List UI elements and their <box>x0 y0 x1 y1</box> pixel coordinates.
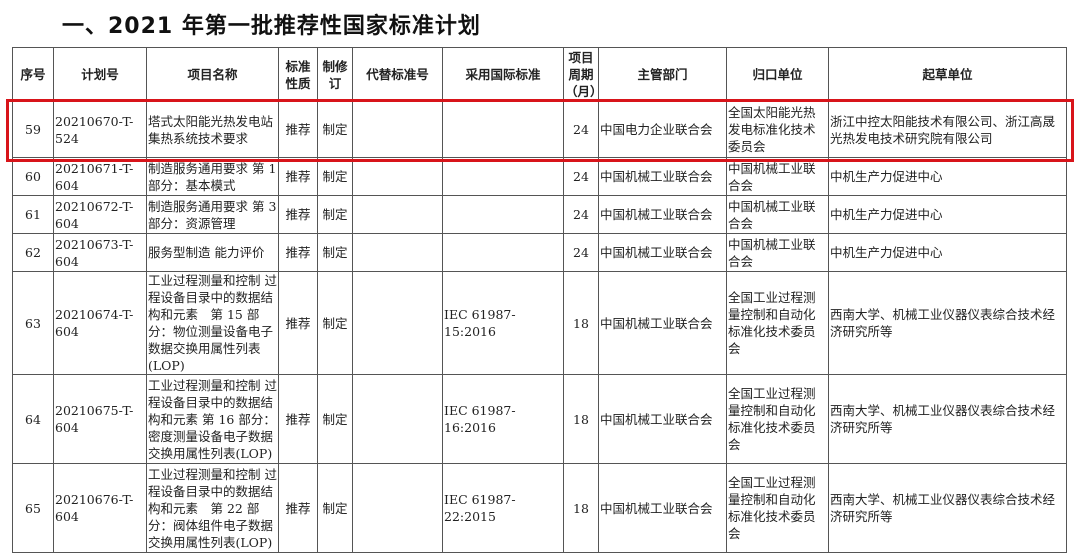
cell-no: 62 <box>12 233 54 272</box>
cell-type: 制定 <box>317 233 353 272</box>
table-row: 59 20210670-T-524 塔式太阳能光热发电站集热系统技术要求 推荐 制定 24… <box>12 101 1067 158</box>
cell-period: 24 <box>563 157 599 196</box>
cell-name: 工业过程测量和控制 过程设备目录中的数据结构和元素 第 16 部分：密度测量设备… <box>146 374 279 464</box>
cell-type: 制定 <box>317 157 353 196</box>
cell-period: 24 <box>563 233 599 272</box>
cell-tc: 全国工业过程测量控制和自动化标准化技术委员会 <box>726 463 829 553</box>
column-header: 起草单位 <box>828 47 1067 102</box>
column-header: 代替标准号 <box>352 47 443 102</box>
cell-drafter: 浙江中控太阳能技术有限公司、浙江高晟光热发电技术研究院有限公司 <box>828 101 1067 158</box>
column-header: 计划号 <box>53 47 147 102</box>
standards-plan-table: 序号计划号项目名称标准性质制修订代替标准号采用国际标准项目周期（月）主管部门归口… <box>12 47 1067 553</box>
table-row: 64 20210675-T-604 工业过程测量和控制 过程设备目录中的数据结构和元… <box>12 374 1067 464</box>
cell-no: 59 <box>12 101 54 158</box>
cell-name: 服务型制造 能力评价 <box>146 233 279 272</box>
column-header: 采用国际标准 <box>442 47 564 102</box>
cell-tc: 全国太阳能光热发电标准化技术委员会 <box>726 101 829 158</box>
column-header: 标准性质 <box>278 47 318 102</box>
cell-period: 18 <box>563 271 599 375</box>
cell-name: 工业过程测量和控制 过程设备目录中的数据结构和元素 第 15 部分：物位测量设备… <box>146 271 279 375</box>
cell-tc: 中国机械工业联合会 <box>726 195 829 234</box>
cell-dept: 中国电力企业联合会 <box>598 101 727 158</box>
cell-drafter: 西南大学、机械工业仪器仪表综合技术经济研究所等 <box>828 463 1067 553</box>
cell-intl <box>442 157 564 196</box>
cell-type: 制定 <box>317 195 353 234</box>
cell-replace <box>352 101 443 158</box>
cell-type: 制定 <box>317 101 353 158</box>
cell-type: 制定 <box>317 374 353 464</box>
cell-plan: 20210671-T-604 <box>53 157 147 196</box>
cell-replace <box>352 233 443 272</box>
cell-no: 65 <box>12 463 54 553</box>
cell-no: 61 <box>12 195 54 234</box>
cell-period: 18 <box>563 374 599 464</box>
cell-drafter: 中机生产力促进中心 <box>828 233 1067 272</box>
cell-plan: 20210670-T-524 <box>53 101 147 158</box>
cell-period: 24 <box>563 101 599 158</box>
cell-plan: 20210675-T-604 <box>53 374 147 464</box>
page-title: 一、2021 年第一批推荐性国家标准计划 <box>62 14 481 39</box>
cell-nature: 推荐 <box>278 233 318 272</box>
table-row: 62 20210673-T-604 服务型制造 能力评价 推荐 制定 24 中国机械工业联合… <box>12 233 1067 272</box>
cell-dept: 中国机械工业联合会 <box>598 374 727 464</box>
cell-drafter: 西南大学、机械工业仪器仪表综合技术经济研究所等 <box>828 374 1067 464</box>
cell-plan: 20210676-T-604 <box>53 463 147 553</box>
cell-nature: 推荐 <box>278 157 318 196</box>
table-row: 61 20210672-T-604 制造服务通用要求 第 3 部分：资源管理 推荐 制定… <box>12 195 1067 234</box>
cell-nature: 推荐 <box>278 195 318 234</box>
cell-replace <box>352 463 443 553</box>
cell-period: 18 <box>563 463 599 553</box>
cell-tc: 中国机械工业联合会 <box>726 157 829 196</box>
cell-plan: 20210672-T-604 <box>53 195 147 234</box>
cell-name: 塔式太阳能光热发电站集热系统技术要求 <box>146 101 279 158</box>
cell-no: 64 <box>12 374 54 464</box>
cell-name: 制造服务通用要求 第 3 部分：资源管理 <box>146 195 279 234</box>
cell-type: 制定 <box>317 271 353 375</box>
cell-no: 63 <box>12 271 54 375</box>
table-row: 63 20210674-T-604 工业过程测量和控制 过程设备目录中的数据结构和元… <box>12 271 1067 375</box>
cell-tc: 中国机械工业联合会 <box>726 233 829 272</box>
cell-dept: 中国机械工业联合会 <box>598 157 727 196</box>
cell-intl: IEC 61987-16:2016 <box>442 374 564 464</box>
cell-intl <box>442 233 564 272</box>
cell-intl: IEC 61987-15:2016 <box>442 271 564 375</box>
table-row: 60 20210671-T-604 制造服务通用要求 第 1 部分：基本模式 推荐 制定… <box>12 157 1067 196</box>
table-header-row: 序号计划号项目名称标准性质制修订代替标准号采用国际标准项目周期（月）主管部门归口… <box>12 47 1067 102</box>
cell-replace <box>352 157 443 196</box>
cell-tc: 全国工业过程测量控制和自动化标准化技术委员会 <box>726 271 829 375</box>
cell-replace <box>352 374 443 464</box>
cell-type: 制定 <box>317 463 353 553</box>
cell-replace <box>352 271 443 375</box>
cell-nature: 推荐 <box>278 271 318 375</box>
cell-dept: 中国机械工业联合会 <box>598 271 727 375</box>
cell-drafter: 中机生产力促进中心 <box>828 157 1067 196</box>
cell-intl <box>442 101 564 158</box>
cell-name: 工业过程测量和控制 过程设备目录中的数据结构和元素 第 22 部分：阀体组件电子… <box>146 463 279 553</box>
column-header: 归口单位 <box>726 47 829 102</box>
cell-plan: 20210674-T-604 <box>53 271 147 375</box>
cell-no: 60 <box>12 157 54 196</box>
cell-replace <box>352 195 443 234</box>
cell-dept: 中国机械工业联合会 <box>598 195 727 234</box>
cell-drafter: 中机生产力促进中心 <box>828 195 1067 234</box>
cell-tc: 全国工业过程测量控制和自动化标准化技术委员会 <box>726 374 829 464</box>
cell-period: 24 <box>563 195 599 234</box>
cell-dept: 中国机械工业联合会 <box>598 233 727 272</box>
cell-name: 制造服务通用要求 第 1 部分：基本模式 <box>146 157 279 196</box>
cell-drafter: 西南大学、机械工业仪器仪表综合技术经济研究所等 <box>828 271 1067 375</box>
column-header: 序号 <box>12 47 54 102</box>
cell-nature: 推荐 <box>278 463 318 553</box>
cell-nature: 推荐 <box>278 374 318 464</box>
cell-plan: 20210673-T-604 <box>53 233 147 272</box>
cell-intl <box>442 195 564 234</box>
column-header: 主管部门 <box>598 47 727 102</box>
column-header: 项目周期（月） <box>563 47 599 102</box>
column-header: 制修订 <box>317 47 353 102</box>
cell-dept: 中国机械工业联合会 <box>598 463 727 553</box>
cell-nature: 推荐 <box>278 101 318 158</box>
column-header: 项目名称 <box>146 47 279 102</box>
table-row: 65 20210676-T-604 工业过程测量和控制 过程设备目录中的数据结构和元… <box>12 463 1067 553</box>
cell-intl: IEC 61987-22:2015 <box>442 463 564 553</box>
